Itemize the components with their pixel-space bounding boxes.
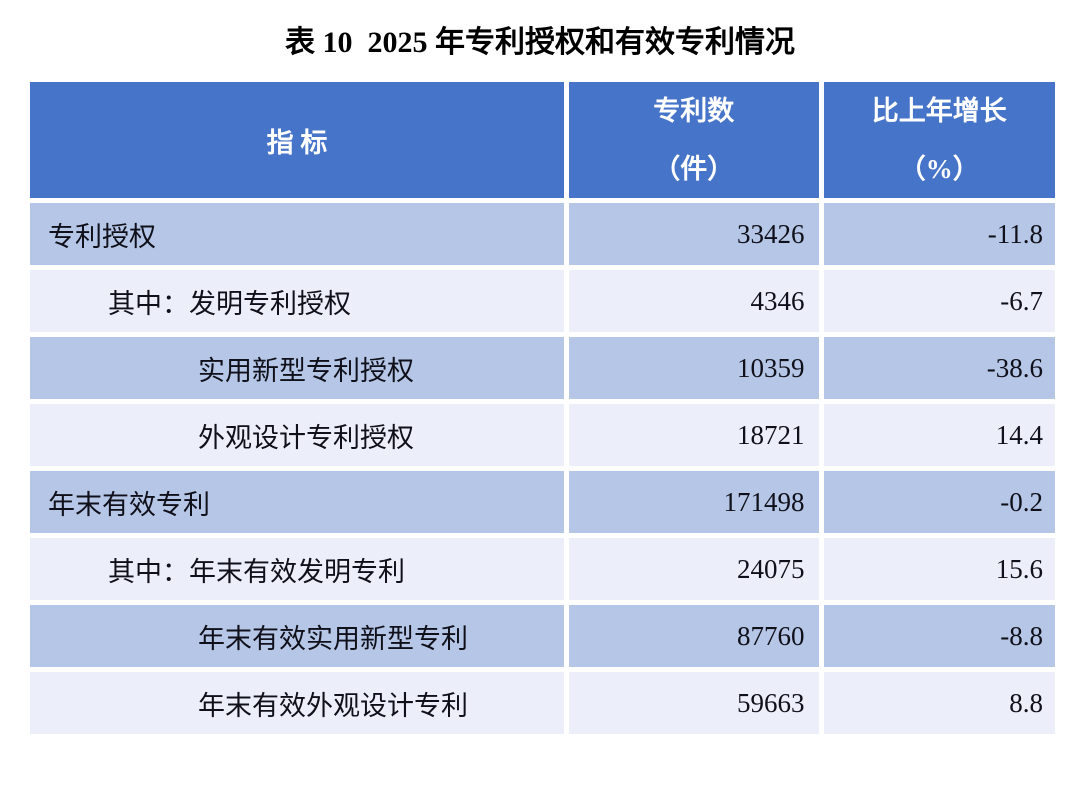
table-row: 外观设计专利授权 18721 14.4 — [30, 404, 1055, 466]
table-header-row: 指 标 专利数 （件） 比上年增长 （%） — [30, 82, 1055, 198]
growth-cell: 14.4 — [823, 404, 1055, 466]
indicator-cell: 年末有效实用新型专利 — [30, 605, 565, 667]
table-row: 其中：发明专利授权 4346 -6.7 — [30, 270, 1055, 332]
growth-cell: 15.6 — [823, 538, 1055, 600]
indicator-cell: 实用新型专利授权 — [30, 337, 565, 399]
indicator-cell: 专利授权 — [30, 203, 565, 265]
header-indicator-label: 指 标 — [266, 127, 328, 158]
growth-cell: -6.7 — [823, 270, 1055, 332]
patent-count-cell: 18721 — [569, 404, 819, 466]
header-patent-count-line2: （件） — [653, 154, 735, 184]
indicator-cell: 外观设计专利授权 — [30, 404, 565, 466]
header-patent-count-line1: 专利数 — [653, 96, 735, 126]
growth-cell: 8.8 — [823, 672, 1055, 734]
patent-count-cell: 24075 — [569, 538, 819, 600]
patent-count-cell: 87760 — [569, 605, 819, 667]
growth-cell: -0.2 — [823, 471, 1055, 533]
indicator-cell: 其中：年末有效发明专利 — [30, 538, 565, 600]
header-growth-line2: （%） — [898, 154, 980, 184]
growth-cell: -38.6 — [823, 337, 1055, 399]
growth-cell: -8.8 — [823, 605, 1055, 667]
patent-statistics-table: 指 标 专利数 （件） 比上年增长 （%） 专利授权 33426 -11.8 — [25, 77, 1060, 739]
growth-cell: -11.8 — [823, 203, 1055, 265]
indicator-cell: 年末有效外观设计专利 — [30, 672, 565, 734]
patent-count-cell: 59663 — [569, 672, 819, 734]
indicator-cell: 其中：发明专利授权 — [30, 270, 565, 332]
table-row: 年末有效外观设计专利 59663 8.8 — [30, 672, 1055, 734]
patent-count-cell: 10359 — [569, 337, 819, 399]
table-row: 实用新型专利授权 10359 -38.6 — [30, 337, 1055, 399]
patent-count-cell: 4346 — [569, 270, 819, 332]
table-row: 专利授权 33426 -11.8 — [30, 203, 1055, 265]
header-indicator: 指 标 — [30, 82, 565, 198]
header-growth-line1: 比上年增长 — [871, 96, 1007, 126]
header-growth: 比上年增长 （%） — [823, 82, 1055, 198]
page-title: 表 10 2025 年专利授权和有效专利情况 — [285, 26, 795, 59]
indicator-cell: 年末有效专利 — [30, 471, 565, 533]
table-row: 年末有效专利 171498 -0.2 — [30, 471, 1055, 533]
table-row: 其中：年末有效发明专利 24075 15.6 — [30, 538, 1055, 600]
patent-count-cell: 171498 — [569, 471, 819, 533]
table-row: 年末有效实用新型专利 87760 -8.8 — [30, 605, 1055, 667]
patent-count-cell: 33426 — [569, 203, 819, 265]
header-patent-count: 专利数 （件） — [569, 82, 819, 198]
